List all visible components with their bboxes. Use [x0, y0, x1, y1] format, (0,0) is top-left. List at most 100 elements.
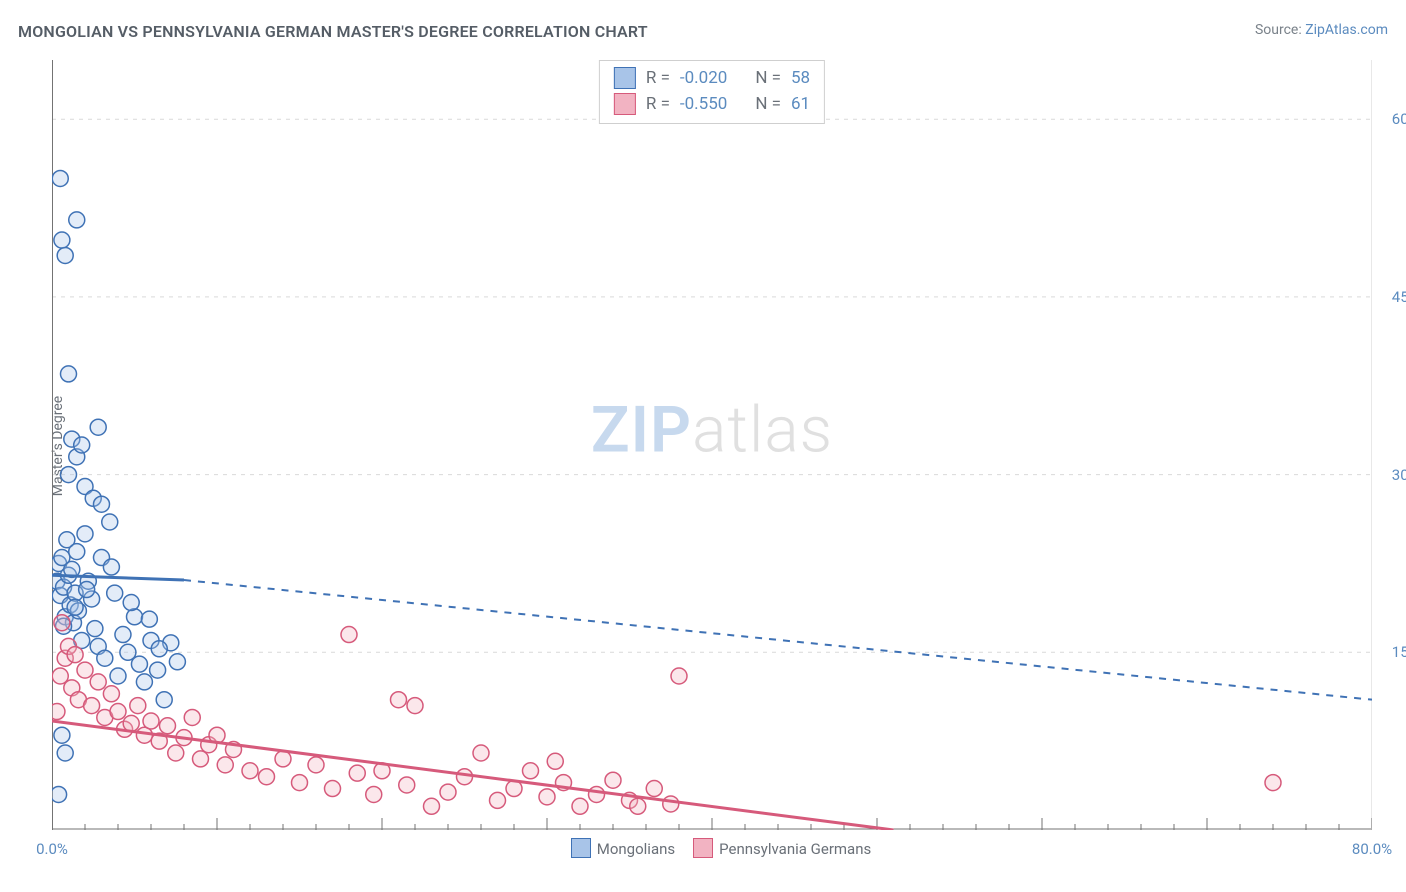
scatter-point — [325, 781, 341, 797]
scatter-point — [90, 419, 106, 435]
scatter-point — [366, 786, 382, 802]
scatter-point — [77, 662, 93, 678]
trend-line-dashed — [184, 580, 1372, 700]
scatter-point — [217, 757, 233, 773]
scatter-point — [97, 650, 113, 666]
scatter-point — [169, 654, 185, 670]
scatter-point — [107, 585, 123, 601]
scatter-point — [160, 718, 176, 734]
scatter-point — [67, 647, 83, 663]
scatter-point — [150, 662, 166, 678]
scatter-point — [671, 668, 687, 684]
scatter-point — [84, 698, 100, 714]
scatter-point — [102, 514, 118, 530]
scatter-point — [539, 789, 555, 805]
stats-row: R = -0.020N = 58 — [614, 65, 810, 91]
legend-swatch — [571, 838, 591, 858]
scatter-point — [61, 366, 77, 382]
scatter-point — [242, 763, 258, 779]
scatter-point — [131, 656, 147, 672]
stat-r-label: R = — [646, 91, 670, 117]
scatter-point — [523, 763, 539, 779]
scatter-point — [341, 627, 357, 643]
plot-area: ZIPatlas R = -0.020N = 58R = -0.550N = 6… — [52, 60, 1372, 830]
scatter-plot-svg — [52, 60, 1372, 830]
legend-swatch — [693, 838, 713, 858]
scatter-point — [52, 786, 67, 802]
scatter-point — [110, 668, 126, 684]
scatter-point — [473, 745, 489, 761]
scatter-point — [74, 437, 90, 453]
y-tick-label: 45.0% — [1392, 288, 1406, 306]
scatter-point — [143, 713, 159, 729]
stat-r-label: R = — [646, 65, 670, 91]
scatter-point — [424, 798, 440, 814]
scatter-point — [589, 786, 605, 802]
stat-n-label: N = — [755, 91, 781, 117]
scatter-point — [103, 686, 119, 702]
stat-n-label: N = — [755, 65, 781, 91]
scatter-point — [79, 582, 95, 598]
scatter-point — [605, 772, 621, 788]
scatter-point — [292, 775, 308, 791]
legend-label: Pennsylvania Germans — [719, 840, 871, 858]
stats-row: R = -0.550N = 61 — [614, 91, 810, 117]
scatter-point — [399, 777, 415, 793]
scatter-point — [184, 709, 200, 725]
scatter-point — [349, 765, 365, 781]
scatter-point — [646, 781, 662, 797]
scatter-point — [391, 692, 407, 708]
scatter-point — [630, 798, 646, 814]
scatter-point — [151, 641, 167, 657]
stats-legend-box: R = -0.020N = 58R = -0.550N = 61 — [599, 60, 825, 124]
scatter-point — [168, 745, 184, 761]
scatter-point — [57, 745, 73, 761]
scatter-point — [77, 526, 93, 542]
y-tick-label: 30.0% — [1392, 466, 1406, 484]
chart-title: MONGOLIAN VS PENNSYLVANIA GERMAN MASTER'… — [18, 22, 648, 41]
scatter-point — [490, 792, 506, 808]
scatter-point — [127, 609, 143, 625]
scatter-point — [457, 769, 473, 785]
scatter-point — [123, 595, 139, 611]
scatter-point — [110, 704, 126, 720]
scatter-point — [663, 796, 679, 812]
trend-line-solid — [52, 721, 894, 830]
scatter-point — [54, 615, 70, 631]
scatter-point — [61, 467, 77, 483]
scatter-point — [547, 753, 563, 769]
stat-r-value: -0.020 — [680, 65, 727, 91]
legend-swatch — [614, 93, 636, 115]
scatter-point — [123, 715, 139, 731]
scatter-point — [52, 704, 65, 720]
legend-label: Mongolians — [597, 840, 675, 858]
source-prefix: Source: — [1255, 22, 1305, 38]
scatter-point — [136, 674, 152, 690]
scatter-point — [69, 544, 85, 560]
scatter-point — [115, 627, 131, 643]
scatter-point — [130, 698, 146, 714]
scatter-point — [275, 751, 291, 767]
scatter-point — [94, 496, 110, 512]
scatter-point — [67, 599, 83, 615]
scatter-point — [52, 170, 68, 186]
scatter-point — [54, 232, 70, 248]
bottom-legend: Mongolians Pennsylvania Germans — [52, 838, 1372, 858]
scatter-point — [572, 798, 588, 814]
scatter-point — [259, 769, 275, 785]
scatter-point — [1265, 775, 1281, 791]
scatter-point — [440, 784, 456, 800]
scatter-point — [407, 698, 423, 714]
scatter-point — [54, 727, 70, 743]
scatter-point — [57, 247, 73, 263]
source-credit: Source: ZipAtlas.com — [1255, 22, 1388, 38]
stat-r-value: -0.550 — [680, 91, 727, 117]
scatter-point — [308, 757, 324, 773]
scatter-point — [141, 611, 157, 627]
scatter-point — [156, 692, 172, 708]
scatter-point — [103, 559, 119, 575]
legend-swatch — [614, 67, 636, 89]
scatter-point — [90, 674, 106, 690]
y-tick-label: 15.0% — [1392, 643, 1406, 661]
source-link[interactable]: ZipAtlas.com — [1305, 22, 1388, 38]
